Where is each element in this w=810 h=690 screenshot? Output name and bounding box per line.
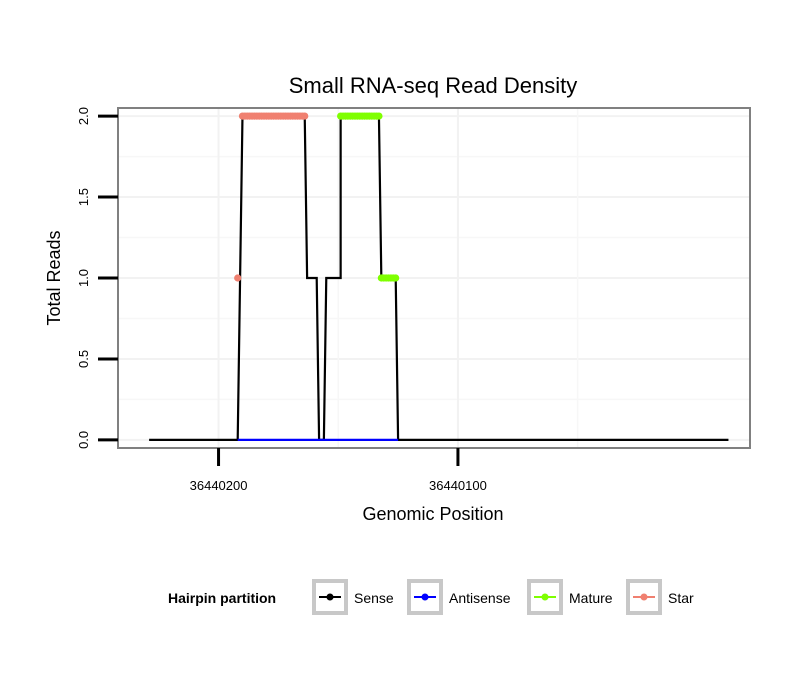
series-star bbox=[234, 112, 309, 282]
legend-dot-sense bbox=[326, 593, 334, 601]
y-axis-label: Total Reads bbox=[44, 230, 64, 325]
data-point-star bbox=[234, 274, 242, 282]
y-tick-label: 2.0 bbox=[76, 107, 91, 125]
y-tick-label: 0.0 bbox=[76, 431, 91, 449]
legend-label-antisense: Antisense bbox=[449, 590, 511, 606]
x-axis: 36440200 36440100 bbox=[190, 448, 487, 493]
data-point-star bbox=[301, 112, 309, 120]
legend-item-mature: Mature bbox=[527, 579, 613, 615]
legend-label-mature: Mature bbox=[569, 590, 613, 606]
y-tick-label: 1.0 bbox=[76, 269, 91, 287]
x-axis-label: Genomic Position bbox=[362, 504, 503, 524]
data-point-mature bbox=[392, 274, 400, 282]
legend-item-antisense: Antisense bbox=[407, 579, 511, 615]
series-layer bbox=[149, 112, 729, 441]
legend-dot-antisense bbox=[421, 593, 429, 601]
legend-title: Hairpin partition bbox=[168, 590, 276, 606]
legend-dot-mature bbox=[541, 593, 549, 601]
y-tick-label: 1.5 bbox=[76, 188, 91, 206]
legend-label-star: Star bbox=[668, 590, 694, 606]
chart-title: Small RNA-seq Read Density bbox=[289, 73, 578, 98]
x-tick-label: 36440200 bbox=[190, 478, 248, 493]
x-tick-label: 36440100 bbox=[429, 478, 487, 493]
y-axis: 0.0 0.5 1.0 1.5 2.0 bbox=[76, 107, 118, 449]
grid bbox=[118, 108, 750, 448]
legend-dot-star bbox=[640, 593, 648, 601]
legend-item-star: Star bbox=[626, 579, 694, 615]
legend-item-sense: Sense bbox=[312, 579, 394, 615]
data-point-mature bbox=[375, 112, 383, 120]
legend: Hairpin partition Sense Antisense Mature… bbox=[168, 579, 694, 615]
legend-label-sense: Sense bbox=[354, 590, 394, 606]
y-tick-label: 0.5 bbox=[76, 350, 91, 368]
series-mature bbox=[337, 112, 400, 282]
